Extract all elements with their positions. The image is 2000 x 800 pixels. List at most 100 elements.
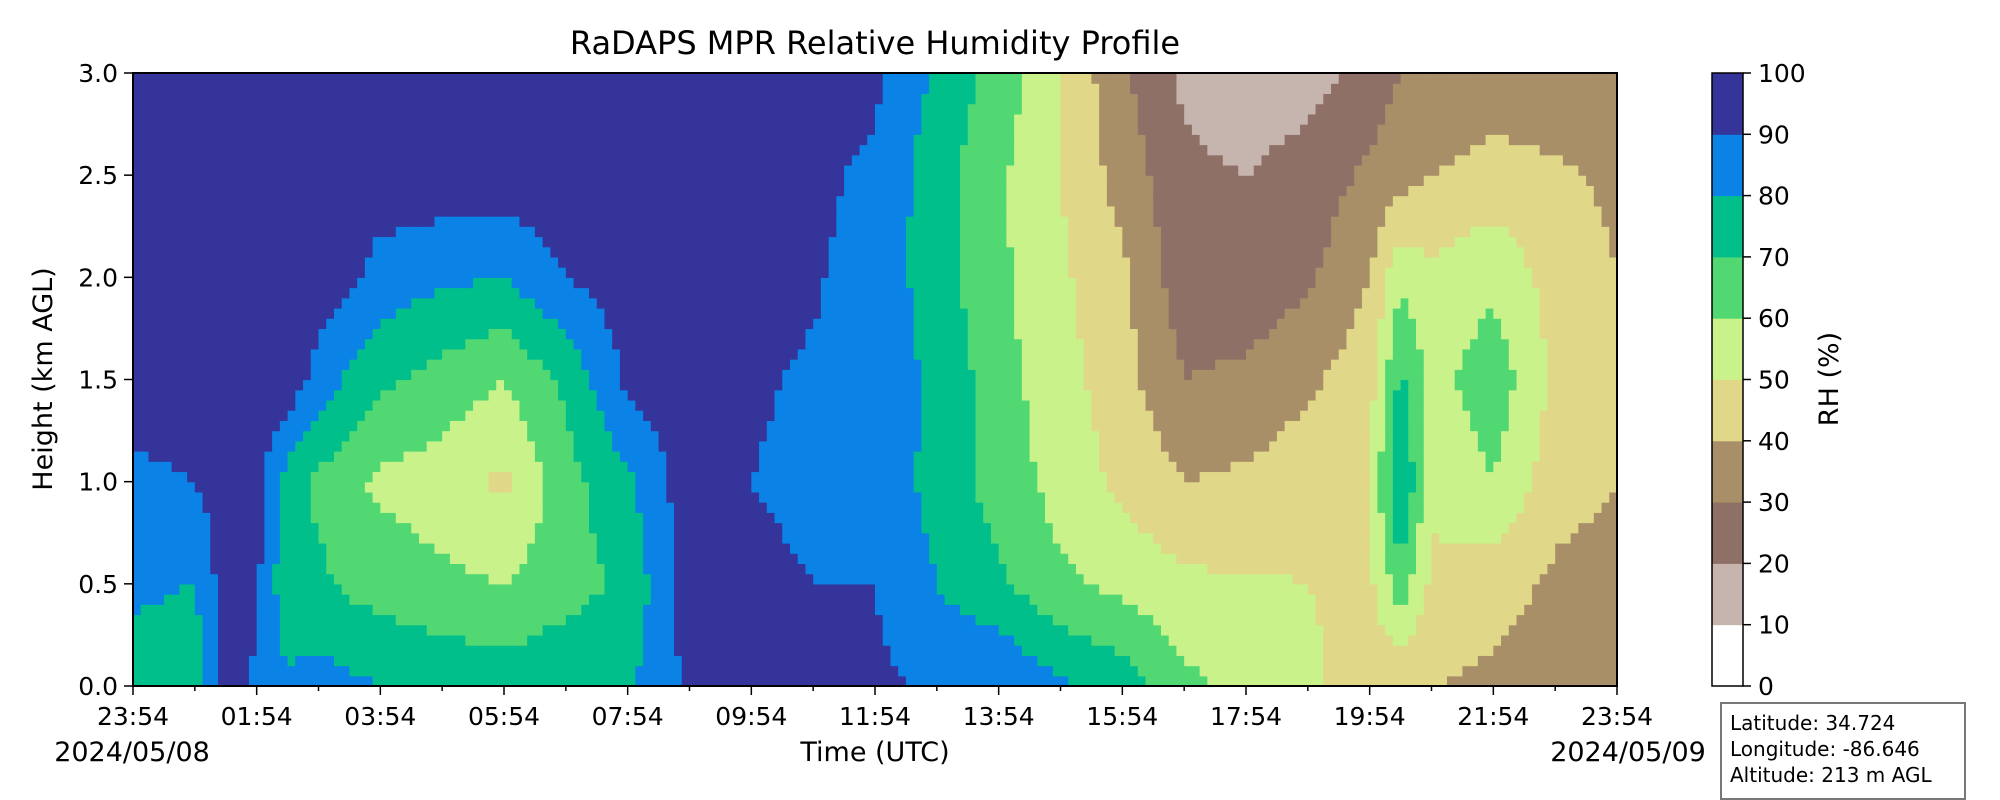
rh-cell <box>674 542 683 554</box>
rh-cell <box>140 604 150 616</box>
rh-cell <box>704 164 714 176</box>
rh-cell <box>395 624 405 636</box>
rh-cell <box>766 440 776 452</box>
rh-cell <box>303 440 312 452</box>
rh-cell <box>372 164 381 176</box>
rh-cell <box>612 246 621 258</box>
rh-cell <box>388 113 397 125</box>
rh-cell <box>341 256 351 268</box>
rh-cell <box>372 267 381 278</box>
rh-cell <box>511 399 521 411</box>
rh-cell <box>140 645 150 656</box>
rh-cell <box>411 502 420 513</box>
rh-cell <box>426 328 436 340</box>
rh-cell <box>248 410 258 421</box>
rh-cell <box>658 481 667 493</box>
rh-cell <box>411 164 420 176</box>
rh-cell <box>326 471 335 483</box>
rh-cell <box>333 675 343 687</box>
rh-cell <box>589 645 598 656</box>
rh-cell <box>272 297 281 309</box>
rh-cell <box>666 542 675 554</box>
rh-cell <box>759 573 768 585</box>
rh-cell <box>720 410 729 421</box>
rh-cell <box>233 553 242 564</box>
rh-cell <box>156 134 165 146</box>
rh-cell <box>766 134 776 146</box>
rh-cell <box>279 655 289 667</box>
rh-cell <box>140 634 150 646</box>
rh-cell <box>287 512 296 524</box>
rh-cell <box>403 113 412 125</box>
rh-cell <box>326 154 335 166</box>
rh-cell <box>573 614 582 626</box>
rh-cell <box>241 451 250 462</box>
rh-cell <box>318 297 327 309</box>
rh-cell <box>210 287 219 299</box>
rh-cell <box>766 175 776 186</box>
rh-cell <box>233 369 242 381</box>
rh-cell <box>318 542 327 554</box>
rh-cell <box>248 645 258 656</box>
rh-cell <box>233 359 242 370</box>
rh-cell <box>519 389 528 401</box>
rh-cell <box>333 604 343 616</box>
rh-cell <box>689 430 698 442</box>
rh-cell <box>411 542 420 554</box>
rh-cell <box>619 175 629 186</box>
rh-cell <box>666 175 675 186</box>
rh-cell <box>596 359 606 370</box>
rh-cell <box>310 604 320 616</box>
rh-cell <box>542 124 551 135</box>
rh-cell <box>248 164 258 176</box>
rh-cell <box>627 512 636 524</box>
rh-cell <box>488 226 497 238</box>
rh-cell <box>442 226 451 238</box>
rh-cell <box>372 256 381 268</box>
rh-cell <box>612 175 621 186</box>
rh-cell <box>674 655 683 667</box>
rh-cell <box>449 471 459 483</box>
rh-cell <box>442 124 451 135</box>
rh-cell <box>457 440 466 452</box>
rh-cell <box>589 583 598 595</box>
rh-cell <box>171 175 180 186</box>
rh-cell <box>357 481 366 493</box>
rh-cell <box>573 124 582 135</box>
rh-cell <box>573 144 582 156</box>
rh-cell <box>496 430 505 442</box>
rh-cell <box>248 389 258 401</box>
rh-cell <box>194 604 204 616</box>
rh-cell <box>303 420 312 432</box>
rh-cell <box>751 205 760 217</box>
rh-cell <box>534 502 544 513</box>
rh-cell <box>395 359 405 370</box>
rh-cell <box>604 440 613 452</box>
rh-cell <box>766 338 776 350</box>
rh-cell <box>581 634 590 646</box>
rh-cell <box>728 389 737 401</box>
rh-cell <box>612 420 621 432</box>
rh-cell <box>589 256 598 268</box>
rh-cell <box>333 307 343 319</box>
rh-cell <box>666 675 675 687</box>
rh-cell <box>681 216 691 227</box>
rh-cell <box>735 267 745 278</box>
rh-cell <box>264 553 273 564</box>
rh-cell <box>604 205 613 217</box>
rh-cell <box>658 502 667 513</box>
rh-cell <box>372 389 381 401</box>
rh-cell <box>187 287 196 299</box>
rh-cell <box>658 267 667 278</box>
rh-cell <box>326 634 335 646</box>
rh-cell <box>612 440 621 452</box>
rh-cell <box>179 175 188 186</box>
rh-cell <box>712 675 722 687</box>
rh-cell <box>279 502 289 513</box>
rh-cell <box>264 307 273 319</box>
rh-cell <box>279 287 289 299</box>
rh-cell <box>179 287 188 299</box>
rh-cell <box>418 307 428 319</box>
rh-cell <box>256 113 265 125</box>
rh-cell <box>627 532 636 544</box>
